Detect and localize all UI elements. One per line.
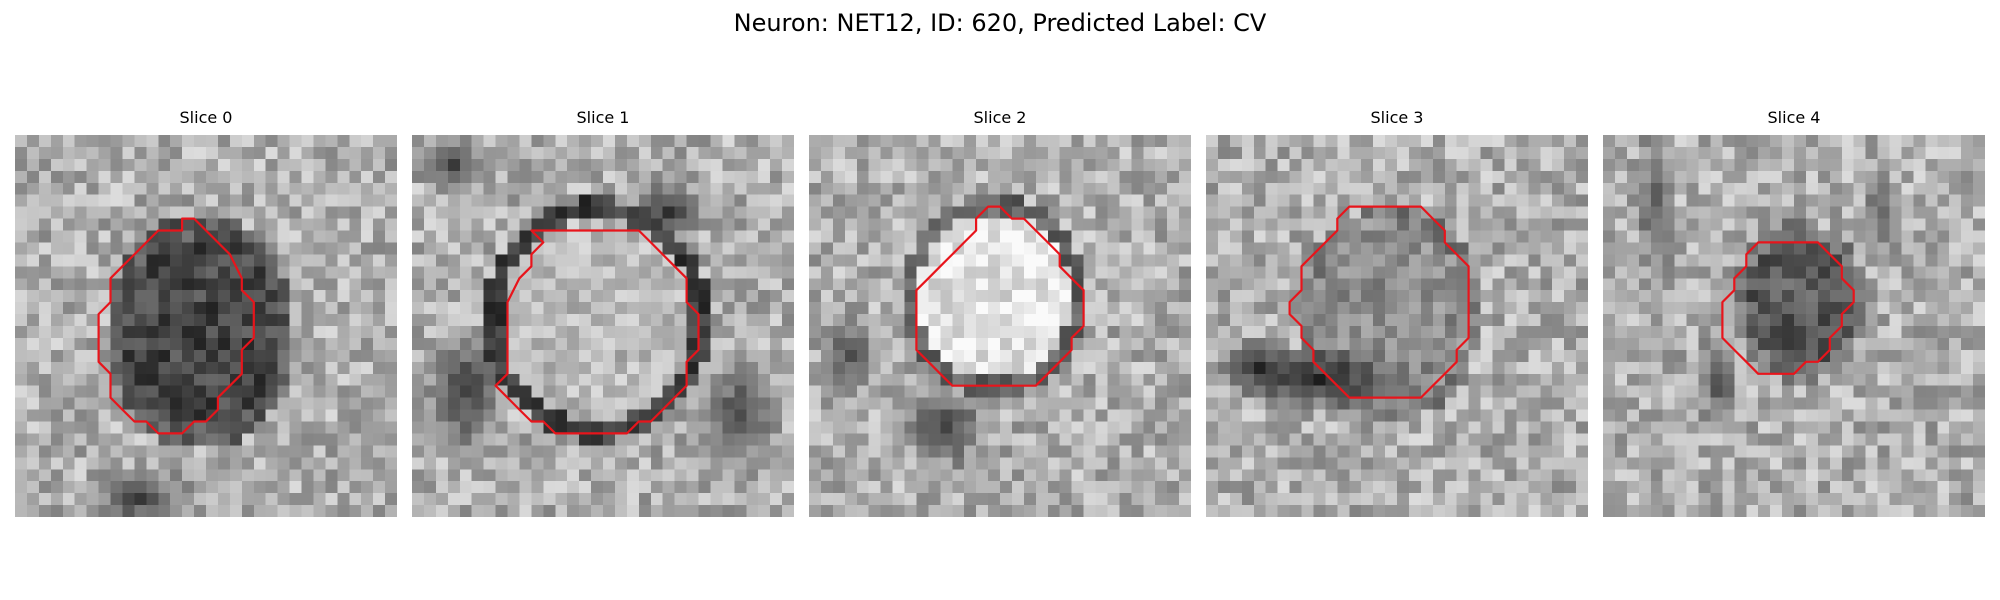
slice-svg-4 (1603, 135, 1985, 517)
slice-title-4: Slice 4 (1767, 108, 1821, 127)
slice-panel-4: Slice 4 (1603, 108, 1985, 518)
slice-image-0 (15, 135, 397, 517)
slice-title-0: Slice 0 (179, 108, 233, 127)
contour-outline-3 (1288, 205, 1470, 399)
slice-title-2: Slice 2 (973, 108, 1027, 127)
slice-svg-2 (809, 135, 1191, 517)
slice-title-3: Slice 3 (1370, 108, 1424, 127)
pixel-grid-3 (1206, 135, 1588, 517)
contour-outline-2 (915, 205, 1085, 387)
slice-image-4 (1603, 135, 1985, 517)
slice-image-3 (1206, 135, 1588, 517)
slice-image-1 (412, 135, 794, 517)
slice-svg-0 (15, 135, 397, 517)
contour-outline-1 (494, 229, 700, 435)
pixel-grid-4 (1603, 135, 1985, 517)
contour-outline-4 (1721, 241, 1855, 375)
slice-panel-2: Slice 2 (809, 108, 1191, 518)
slice-title-1: Slice 1 (576, 108, 630, 127)
slice-panel-3: Slice 3 (1206, 108, 1588, 518)
slice-panel-1: Slice 1 (412, 108, 794, 518)
figure-title: Neuron: NET12, ID: 620, Predicted Label:… (733, 9, 1267, 37)
slice-panel-0: Slice 0 (15, 108, 397, 518)
slice-image-2 (809, 135, 1191, 517)
pixel-grid-1 (412, 135, 794, 517)
pixel-grid-2 (809, 135, 1191, 517)
slice-svg-1 (412, 135, 794, 517)
contour-outline-0 (97, 217, 255, 435)
pixel-grid-0 (15, 135, 397, 517)
slice-svg-3 (1206, 135, 1588, 517)
